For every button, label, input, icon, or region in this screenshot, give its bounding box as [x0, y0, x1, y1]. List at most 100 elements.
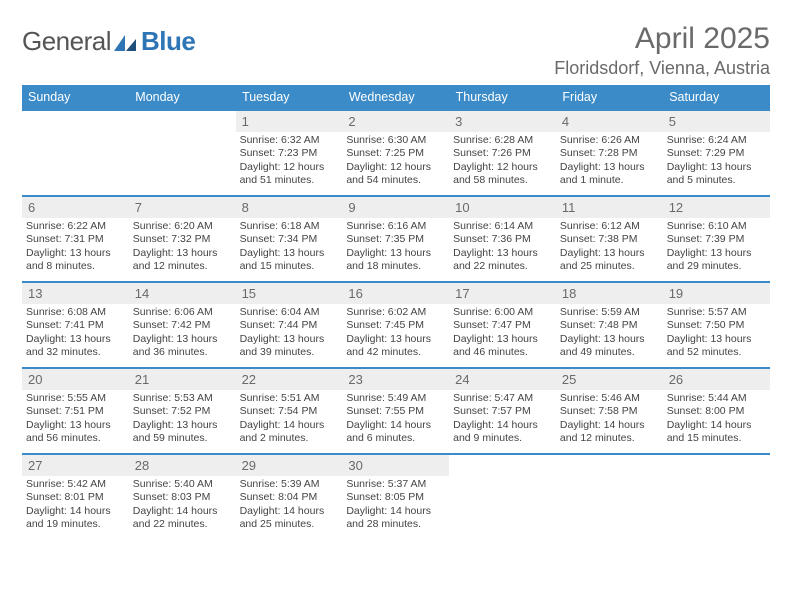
daylight-line: Daylight: 13 hours and 36 minutes. — [133, 333, 232, 360]
weekday-header: Thursday — [449, 85, 556, 110]
day-details: Sunrise: 5:44 AMSunset: 8:00 PMDaylight:… — [663, 390, 770, 450]
calendar-day-cell: 16Sunrise: 6:02 AMSunset: 7:45 PMDayligh… — [342, 282, 449, 368]
day-details: Sunrise: 5:55 AMSunset: 7:51 PMDaylight:… — [22, 390, 129, 450]
sunset-line: Sunset: 7:39 PM — [667, 233, 766, 246]
day-details: Sunrise: 6:08 AMSunset: 7:41 PMDaylight:… — [22, 304, 129, 364]
calendar-day-cell: 30Sunrise: 5:37 AMSunset: 8:05 PMDayligh… — [342, 454, 449, 540]
day-details: Sunrise: 6:16 AMSunset: 7:35 PMDaylight:… — [342, 218, 449, 278]
day-number: 27 — [22, 455, 129, 476]
calendar-day-cell: 8Sunrise: 6:18 AMSunset: 7:34 PMDaylight… — [236, 196, 343, 282]
day-number: 15 — [236, 283, 343, 304]
sunset-line: Sunset: 7:54 PM — [240, 405, 339, 418]
calendar-day-cell: 5Sunrise: 6:24 AMSunset: 7:29 PMDaylight… — [663, 110, 770, 196]
day-details: Sunrise: 6:30 AMSunset: 7:25 PMDaylight:… — [342, 132, 449, 192]
title-block: April 2025 Floridsdorf, Vienna, Austria — [554, 22, 770, 79]
day-number: 24 — [449, 369, 556, 390]
calendar-day-cell: 25Sunrise: 5:46 AMSunset: 7:58 PMDayligh… — [556, 368, 663, 454]
calendar-day-cell: 19 Sunrise: 5:57 AMSunset: 7:50 PMDayligh… — [663, 282, 770, 368]
calendar-day-cell: 11Sunrise: 6:12 AMSunset: 7:38 PMDayligh… — [556, 196, 663, 282]
calendar-day-cell: 27Sunrise: 5:42 AMSunset: 8:01 PMDayligh… — [22, 454, 129, 540]
calendar-day-cell — [556, 454, 663, 540]
daylight-line: Daylight: 14 hours and 15 minutes. — [667, 419, 766, 446]
sunset-line: Sunset: 7:29 PM — [667, 147, 766, 160]
calendar-week-row: 6Sunrise: 6:22 AMSunset: 7:31 PMDaylight… — [22, 196, 770, 282]
calendar-day-cell: 17Sunrise: 6:00 AMSunset: 7:47 PMDayligh… — [449, 282, 556, 368]
logo-sail-icon — [112, 29, 138, 49]
day-details: Sunrise: 5:47 AMSunset: 7:57 PMDaylight:… — [449, 390, 556, 450]
day-details: Sunrise: 5:49 AMSunset: 7:55 PMDaylight:… — [342, 390, 449, 450]
day-details: Sunrise: 5:37 AMSunset: 8:05 PMDaylight:… — [342, 476, 449, 536]
sunset-line: Sunset: 7:45 PM — [346, 319, 445, 332]
sunset-line: Sunset: 7:55 PM — [346, 405, 445, 418]
daylight-line: Daylight: 13 hours and 1 minute. — [560, 161, 659, 188]
sunset-line: Sunset: 7:32 PM — [133, 233, 232, 246]
day-number: 19 — [663, 283, 770, 304]
daylight-line: Daylight: 13 hours and 52 minutes. — [667, 333, 766, 360]
calendar-day-cell — [129, 110, 236, 196]
sunset-line: Sunset: 7:41 PM — [26, 319, 125, 332]
calendar-day-cell: 21Sunrise: 5:53 AMSunset: 7:52 PMDayligh… — [129, 368, 236, 454]
sunrise-line: Sunrise: 6:02 AM — [346, 306, 445, 319]
sunset-line: Sunset: 7:34 PM — [240, 233, 339, 246]
day-number: 13 — [22, 283, 129, 304]
day-details: Sunrise: 6:22 AMSunset: 7:31 PMDaylight:… — [22, 218, 129, 278]
daylight-line: Daylight: 14 hours and 6 minutes. — [346, 419, 445, 446]
sunset-line: Sunset: 8:04 PM — [240, 491, 339, 504]
weekday-header: Friday — [556, 85, 663, 110]
brand-logo: General Blue — [22, 26, 195, 57]
weekday-header: Sunday — [22, 85, 129, 110]
daylight-line: Daylight: 13 hours and 46 minutes. — [453, 333, 552, 360]
daylight-line: Daylight: 14 hours and 28 minutes. — [346, 505, 445, 532]
day-details: Sunrise: 5:59 AMSunset: 7:48 PMDaylight:… — [556, 304, 663, 364]
location-subtitle: Floridsdorf, Vienna, Austria — [554, 58, 770, 79]
day-number: 7 — [129, 197, 236, 218]
sunrise-line: Sunrise: 5:53 AM — [133, 392, 232, 405]
calendar-day-cell: 26Sunrise: 5:44 AMSunset: 8:00 PMDayligh… — [663, 368, 770, 454]
day-details: Sunrise: 6:28 AMSunset: 7:26 PMDaylight:… — [449, 132, 556, 192]
calendar-day-cell — [22, 110, 129, 196]
day-number: 11 — [556, 197, 663, 218]
sunrise-line: Sunrise: 5:42 AM — [26, 478, 125, 491]
day-number: 9 — [342, 197, 449, 218]
day-number: 16 — [342, 283, 449, 304]
day-number: 3 — [449, 111, 556, 132]
weekday-header: Wednesday — [342, 85, 449, 110]
day-number: 21 — [129, 369, 236, 390]
sunset-line: Sunset: 8:01 PM — [26, 491, 125, 504]
day-number: 20 — [22, 369, 129, 390]
sunset-line: Sunset: 7:50 PM — [667, 319, 766, 332]
sunrise-line: Sunrise: 6:24 AM — [667, 134, 766, 147]
calendar-day-cell: 1Sunrise: 6:32 AMSunset: 7:23 PMDaylight… — [236, 110, 343, 196]
logo-text-blue: Blue — [141, 26, 195, 57]
calendar-day-cell: 22Sunrise: 5:51 AMSunset: 7:54 PMDayligh… — [236, 368, 343, 454]
day-number: 8 — [236, 197, 343, 218]
calendar-day-cell: 7Sunrise: 6:20 AMSunset: 7:32 PMDaylight… — [129, 196, 236, 282]
sunset-line: Sunset: 7:48 PM — [560, 319, 659, 332]
calendar-header-row: SundayMondayTuesdayWednesdayThursdayFrid… — [22, 85, 770, 110]
calendar-day-cell: 15Sunrise: 6:04 AMSunset: 7:44 PMDayligh… — [236, 282, 343, 368]
day-number: 12 — [663, 197, 770, 218]
month-title: April 2025 — [554, 22, 770, 56]
sunset-line: Sunset: 7:47 PM — [453, 319, 552, 332]
day-details: Sunrise: 5:40 AMSunset: 8:03 PMDaylight:… — [129, 476, 236, 536]
logo-text-general: General — [22, 26, 111, 57]
sunrise-line: Sunrise: 5:39 AM — [240, 478, 339, 491]
day-details: Sunrise: 6:04 AMSunset: 7:44 PMDaylight:… — [236, 304, 343, 364]
calendar-day-cell: 18Sunrise: 5:59 AMSunset: 7:48 PMDayligh… — [556, 282, 663, 368]
daylight-line: Daylight: 13 hours and 56 minutes. — [26, 419, 125, 446]
sunrise-line: Sunrise: 6:08 AM — [26, 306, 125, 319]
day-details: Sunrise: 5:42 AMSunset: 8:01 PMDaylight:… — [22, 476, 129, 536]
sunrise-line: Sunrise: 5:57 AM — [667, 306, 766, 319]
daylight-line: Daylight: 12 hours and 51 minutes. — [240, 161, 339, 188]
daylight-line: Daylight: 13 hours and 32 minutes. — [26, 333, 125, 360]
day-details: Sunrise: 6:12 AMSunset: 7:38 PMDaylight:… — [556, 218, 663, 278]
calendar-day-cell: 24Sunrise: 5:47 AMSunset: 7:57 PMDayligh… — [449, 368, 556, 454]
sunset-line: Sunset: 7:28 PM — [560, 147, 659, 160]
sunset-line: Sunset: 8:05 PM — [346, 491, 445, 504]
calendar-day-cell: 23Sunrise: 5:49 AMSunset: 7:55 PMDayligh… — [342, 368, 449, 454]
calendar-day-cell — [663, 454, 770, 540]
sunset-line: Sunset: 8:00 PM — [667, 405, 766, 418]
day-details: Sunrise: 6:02 AMSunset: 7:45 PMDaylight:… — [342, 304, 449, 364]
day-details: Sunrise: 5:53 AMSunset: 7:52 PMDaylight:… — [129, 390, 236, 450]
sunrise-line: Sunrise: 6:00 AM — [453, 306, 552, 319]
